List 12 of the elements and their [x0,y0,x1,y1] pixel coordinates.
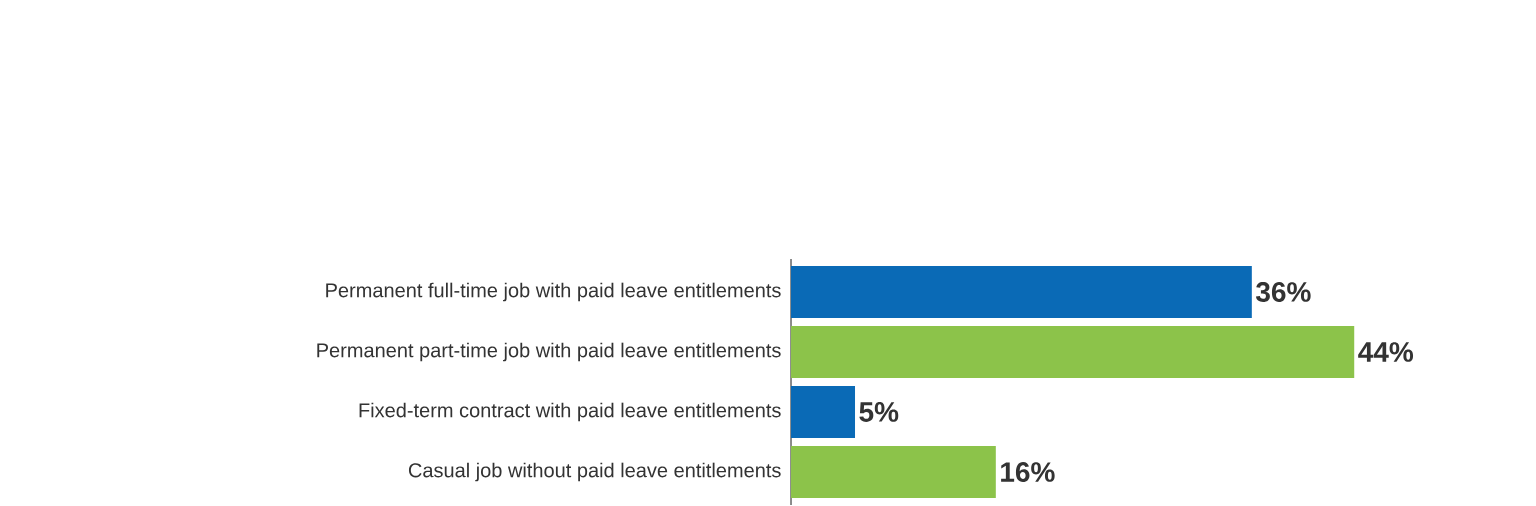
y-tick-label: Permanent full-time job with paid leave entitlements [326,282,781,302]
bar [791,326,1355,379]
data-label: 36% [1255,282,1311,303]
bar [791,266,1252,319]
bar [791,446,996,499]
y-tick-label: Fixed-term contract with paid leave entitlements [359,402,781,422]
bar [791,386,856,439]
y-tick-label: Casual job without paid leave entitlements [408,462,781,482]
y-tick-label: Permanent part-time job with paid leave entitlements [317,342,781,362]
data-label: 5% [859,402,899,423]
data-label: 16% [1001,462,1055,483]
data-label: 44% [1358,342,1414,362]
